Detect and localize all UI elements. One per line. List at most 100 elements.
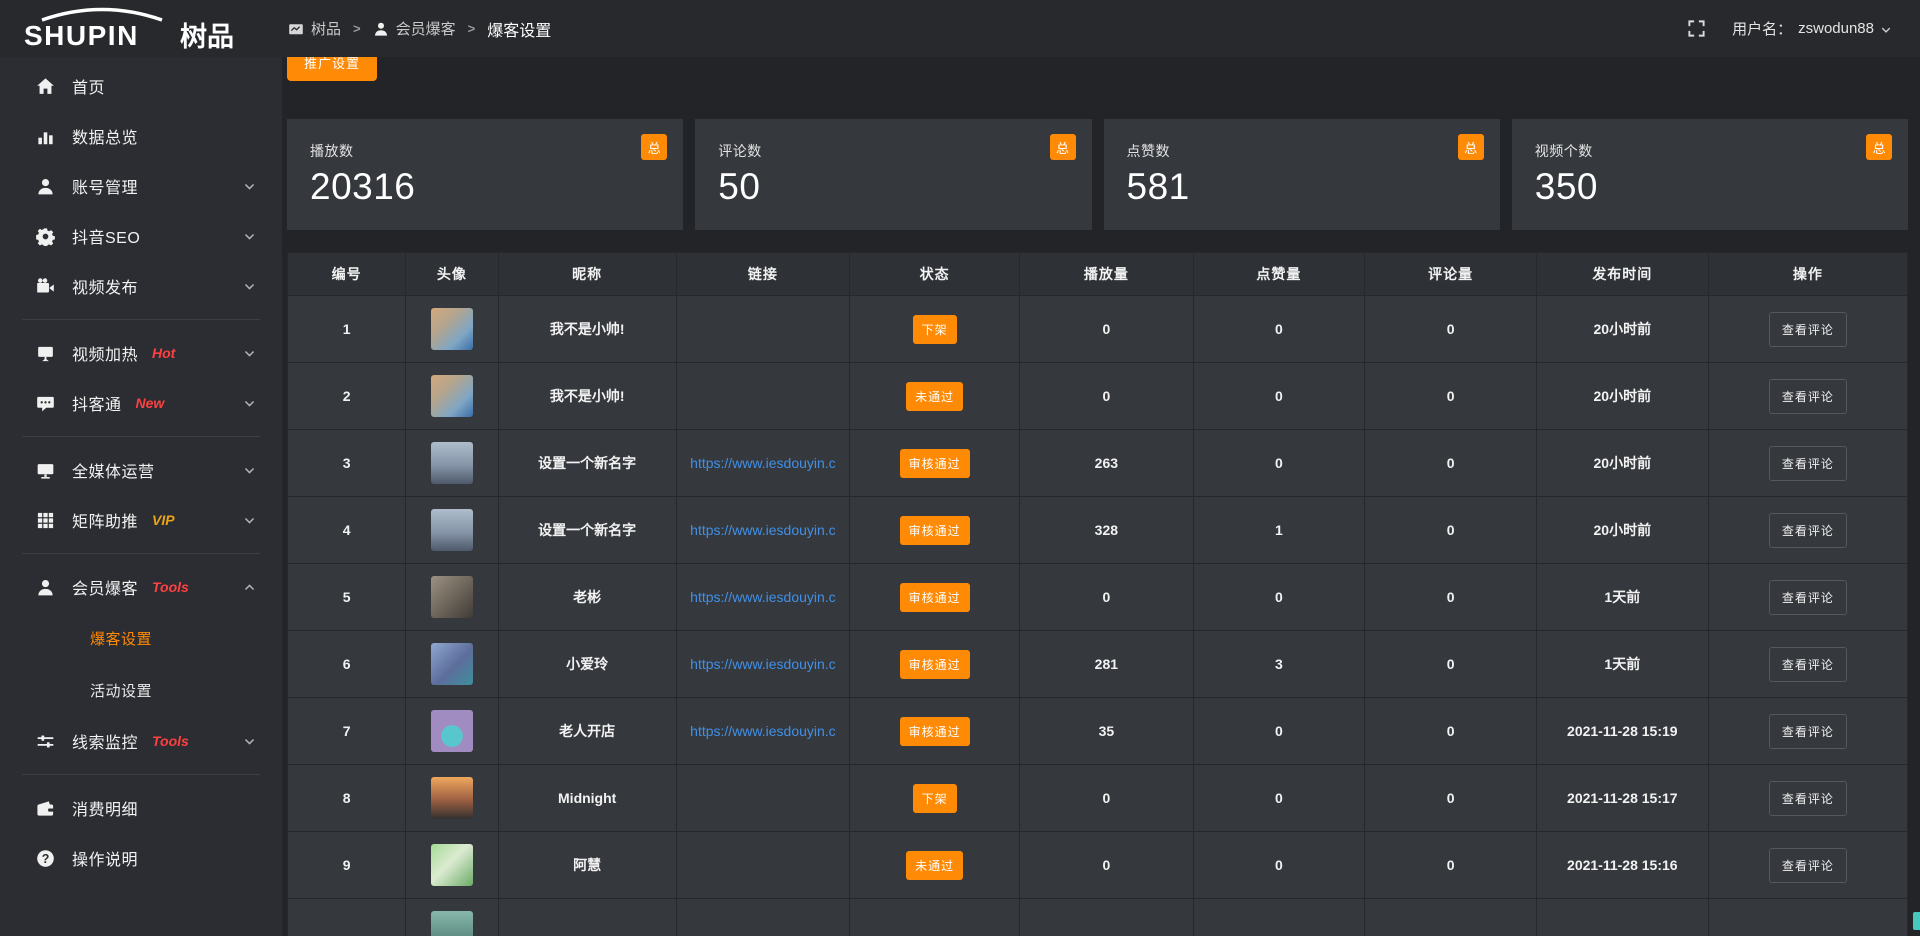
sidebar-item-matrix-boost[interactable]: 矩阵助推 VIP [0, 495, 282, 545]
row-likes: 0 [1192, 295, 1366, 363]
sidebar-item-video-publish[interactable]: 视频发布 [0, 261, 282, 311]
avatar-boy-photo [430, 308, 473, 350]
row-id: 2 [286, 362, 407, 430]
table-row: 3 设置一个新名字 https://www.iesdouyin.c 审核通过 2… [286, 429, 1909, 497]
status-badge: 未通过 [906, 381, 964, 411]
table-row: 8 Midnight 下架 0 0 0 2021-11-28 15:17 查看评… [286, 764, 1909, 832]
row-publish-time: 20小时前 [1535, 496, 1709, 564]
stat-label: 评论数 [718, 143, 762, 159]
row-nickname: 小爱玲 [497, 630, 677, 698]
row-nickname: Midnight [497, 764, 677, 832]
column-header: 昵称 [497, 252, 677, 296]
sidebar-divider [22, 436, 260, 437]
row-id [286, 898, 407, 936]
stat-label: 视频个数 [1534, 143, 1593, 159]
sidebar-item-douyin-seo[interactable]: 抖音SEO [0, 211, 282, 261]
avatar-green-photo [430, 844, 473, 886]
row-nickname: 老人开店 [497, 697, 677, 765]
user-menu[interactable]: 用户名： zswodun88 [1732, 18, 1892, 39]
row-link[interactable]: https://www.iesdouyin.c [690, 522, 836, 538]
floating-widget[interactable] [1913, 912, 1920, 930]
sidebar-item-member-baoke[interactable]: 会员爆客 Tools [0, 562, 282, 612]
avatar-man-photo [430, 576, 473, 618]
row-comments: 0 [1364, 831, 1537, 899]
avatar-boy-photo [430, 375, 473, 417]
row-id: 4 [286, 496, 407, 564]
stat-card-comments: 评论数 50 总 [695, 119, 1092, 230]
sidebar-item-data-overview[interactable]: 数据总览 [0, 111, 282, 161]
sidebar-item-omni-media[interactable]: 全媒体运营 [0, 445, 282, 495]
avatar-teal-photo [430, 911, 473, 936]
monitor-icon [36, 461, 55, 480]
avatar-sky-photo [430, 509, 473, 551]
row-id: 3 [286, 429, 407, 497]
sidebar-divider [22, 774, 260, 775]
row-id: 7 [286, 697, 407, 765]
breadcrumb-item-shupin[interactable]: 树品 [288, 18, 341, 39]
sidebar-item-consumption-detail[interactable]: 消费明细 [0, 783, 282, 833]
breadcrumb-item-member-baoke[interactable]: 会员爆客 [373, 18, 456, 39]
sidebar-item-badge: VIP [152, 512, 175, 528]
member-icon [36, 578, 55, 597]
column-header: 状态 [849, 252, 1021, 296]
row-comments: 0 [1364, 764, 1537, 832]
stat-card-plays: 播放数 20316 总 [287, 119, 684, 230]
view-comments-button[interactable]: 查看评论 [1768, 445, 1847, 481]
column-header: 评论量 [1364, 252, 1537, 296]
row-nickname: 我不是小帅! [497, 295, 677, 363]
row-comments: 0 [1364, 362, 1537, 430]
sidebar-menu: 首页 数据总览 账号管理 抖音SEO 视频发布 视频加热 Hot 抖客通 [0, 61, 282, 883]
table-row: 7 老人开店 https://www.iesdouyin.c 审核通过 35 0… [286, 697, 1909, 765]
view-comments-button[interactable]: 查看评论 [1768, 311, 1847, 347]
sidebar-item-account-management[interactable]: 账号管理 [0, 161, 282, 211]
top-bar: SHUPIN 树品 树品 > 会员爆客 > 爆客设置 用户名： zswodun88 [0, 0, 1920, 57]
row-comments: 0 [1364, 429, 1537, 497]
row-id: 8 [286, 764, 407, 832]
view-comments-button[interactable]: 查看评论 [1768, 713, 1847, 749]
row-nickname: 老彬 [497, 563, 677, 631]
question-icon: ? [36, 849, 55, 868]
table-row [286, 898, 1909, 936]
topbar-right: 用户名： zswodun88 [1687, 18, 1920, 39]
sidebar-item-douketong[interactable]: 抖客通 New [0, 378, 282, 428]
view-comments-button[interactable]: 查看评论 [1768, 847, 1847, 883]
row-link[interactable]: https://www.iesdouyin.c [690, 589, 836, 605]
sidebar-item-video-heating[interactable]: 视频加热 Hot [0, 328, 282, 378]
row-comments: 0 [1364, 295, 1537, 363]
row-likes: 0 [1192, 429, 1366, 497]
sidebar-item-lead-monitor[interactable]: 线索监控 Tools [0, 716, 282, 766]
bar-chart-icon [36, 127, 55, 146]
row-likes: 1 [1192, 496, 1366, 564]
row-publish-time: 2021-11-28 15:17 [1535, 764, 1709, 832]
wallet-icon [36, 799, 55, 818]
sidebar-item-badge: New [135, 395, 165, 411]
sidebar-item-label: 账号管理 [72, 180, 139, 197]
row-comments: 0 [1364, 630, 1537, 698]
sidebar-subitem-baoke-settings[interactable]: 爆客设置 [0, 612, 282, 664]
chevron-down-icon [1880, 24, 1892, 36]
chevron-down-icon [243, 464, 256, 477]
view-comments-button[interactable]: 查看评论 [1768, 579, 1847, 615]
row-link[interactable]: https://www.iesdouyin.c [690, 723, 836, 739]
row-id: 9 [286, 831, 407, 899]
fullscreen-icon[interactable] [1687, 19, 1706, 38]
view-comments-button[interactable]: 查看评论 [1768, 780, 1847, 816]
username-value: zswodun88 [1798, 20, 1874, 37]
view-comments-button[interactable]: 查看评论 [1768, 646, 1847, 682]
sidebar-item-operation-guide[interactable]: ? 操作说明 [0, 833, 282, 883]
status-badge: 未通过 [906, 850, 964, 880]
stat-card-likes: 点赞数 581 总 [1103, 119, 1500, 230]
status-badge: 审核通过 [899, 582, 970, 612]
view-comments-button[interactable]: 查看评论 [1768, 512, 1847, 548]
column-header: 点赞量 [1192, 252, 1366, 296]
row-plays: 0 [1019, 295, 1194, 363]
view-comments-button[interactable]: 查看评论 [1768, 378, 1847, 414]
row-publish-time: 1天前 [1535, 563, 1709, 631]
stat-cards: 播放数 20316 总 评论数 50 总 点赞数 581 总 视频个数 350 … [287, 119, 1908, 230]
sidebar-subitem-activity-settings[interactable]: 活动设置 [0, 664, 282, 716]
table-row: 2 我不是小帅! 未通过 0 0 0 20小时前 查看评论 [286, 362, 1909, 430]
sidebar-item-home[interactable]: 首页 [0, 61, 282, 111]
chat-icon [36, 394, 55, 413]
row-link[interactable]: https://www.iesdouyin.c [690, 656, 836, 672]
row-link[interactable]: https://www.iesdouyin.c [690, 455, 836, 471]
